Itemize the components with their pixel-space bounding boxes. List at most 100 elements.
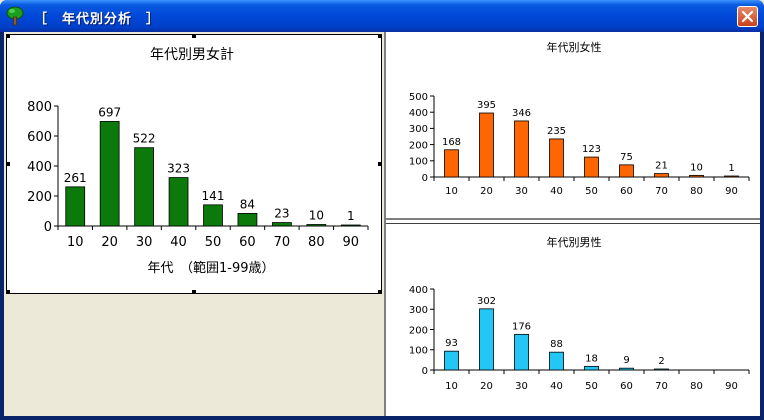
data-label: 235 — [547, 126, 566, 137]
bar — [306, 224, 327, 227]
data-label: 2 — [658, 356, 664, 367]
bar — [654, 173, 669, 178]
data-label: 84 — [240, 197, 255, 211]
x-tick-label: 60 — [620, 186, 633, 197]
x-tick-label: 40 — [550, 381, 563, 392]
data-label: 261 — [64, 171, 87, 185]
data-label: 168 — [442, 137, 461, 148]
bar — [619, 367, 634, 371]
y-tick-label: 0 — [44, 220, 52, 235]
bar — [168, 177, 189, 227]
x-tick-label: 20 — [480, 381, 493, 392]
close-icon — [741, 10, 754, 23]
close-button[interactable] — [737, 6, 758, 27]
x-tick-label: 50 — [585, 381, 598, 392]
bar — [514, 120, 529, 178]
y-tick-label: 800 — [27, 100, 52, 115]
y-tick-label: 200 — [27, 190, 52, 205]
x-tick-label: 90 — [725, 186, 738, 197]
y-tick-label: 0 — [422, 366, 428, 377]
bar — [444, 149, 459, 178]
y-tick-label: 500 — [409, 92, 428, 103]
chart-total-plot: 0 200 400 600 800 10 261 20 697 30 522 40 323 50 141 60… — [27, 100, 369, 250]
y-tick-label: 400 — [409, 108, 428, 119]
data-label: 176 — [512, 321, 531, 332]
window-title: ［ 年代別分析 ］ — [34, 12, 161, 27]
data-label: 1 — [347, 209, 355, 223]
data-label: 10 — [309, 209, 324, 223]
bar — [619, 164, 634, 178]
data-label: 1 — [728, 163, 734, 174]
x-tick-label: 30 — [515, 381, 528, 392]
title-bar[interactable]: ［ 年代別分析 ］ — [0, 0, 764, 32]
y-tick-label: 200 — [409, 140, 428, 151]
x-tick-label: 30 — [515, 186, 528, 197]
x-tick-label: 50 — [585, 186, 598, 197]
x-tick-label: 80 — [308, 235, 325, 250]
bar — [340, 224, 361, 227]
x-tick-label: 20 — [101, 235, 118, 250]
x-tick-label: 60 — [239, 235, 256, 250]
bar — [584, 156, 599, 178]
bar — [479, 308, 494, 371]
x-tick-label: 10 — [445, 186, 458, 197]
bar — [444, 350, 459, 371]
data-label: 141 — [202, 189, 225, 203]
y-tick-label: 600 — [27, 130, 52, 145]
data-label: 395 — [477, 100, 496, 111]
data-label: 302 — [477, 296, 496, 307]
bar — [549, 138, 564, 178]
y-tick-label: 300 — [409, 124, 428, 135]
data-label: 21 — [655, 161, 668, 172]
x-tick-label: 40 — [550, 186, 563, 197]
bar — [134, 147, 154, 227]
data-label: 93 — [445, 338, 458, 349]
chart-male-panel[interactable]: 年代別男性 0 100 200 300 400 10 93 20 302 30 176 40 88 50 1… — [386, 224, 760, 416]
chart-total-xlabel: 年代 （範囲1-99歳） — [147, 261, 274, 276]
x-tick-label: 60 — [620, 381, 633, 392]
bar — [549, 351, 564, 371]
client-area: 年代別男女計 0 200 400 600 800 10 261 20 697 30 522 40 323… — [4, 32, 760, 416]
x-tick-label: 70 — [274, 235, 291, 250]
bar — [689, 174, 704, 178]
x-tick-label: 90 — [343, 235, 360, 250]
splitter[interactable] — [386, 218, 760, 224]
data-label: 522 — [133, 132, 156, 146]
chart-male-title: 年代別男性 — [547, 235, 602, 249]
chart-female-plot: 0 100 200 300 400 500 10 168 20 395 30 346 40 235 50 1 2… — [409, 92, 750, 197]
chart-male-plot: 0 100 200 300 400 10 93 20 302 30 176 40 88 50 18 60 9 70… — [409, 285, 750, 392]
data-label: 23 — [274, 207, 289, 221]
x-tick-label: 90 — [725, 381, 738, 392]
data-label: 9 — [623, 355, 629, 366]
x-tick-label: 70 — [655, 186, 668, 197]
chart-total-panel[interactable]: 年代別男女計 0 200 400 600 800 10 261 20 697 30 522 40 323… — [6, 34, 382, 294]
x-tick-label: 40 — [170, 235, 187, 250]
x-tick-label: 80 — [690, 186, 703, 197]
bar — [654, 368, 669, 371]
chart-female-title: 年代別女性 — [547, 40, 602, 54]
x-tick-label: 80 — [690, 381, 703, 392]
bar — [514, 333, 529, 371]
bar — [584, 365, 599, 371]
x-tick-label: 50 — [205, 235, 222, 250]
y-tick-label: 400 — [409, 285, 428, 296]
x-tick-label: 10 — [67, 235, 84, 250]
x-tick-label: 70 — [655, 381, 668, 392]
chart-female-panel[interactable]: 年代別女性 0 100 200 300 400 500 10 168 20 395 30 346 40 2… — [386, 32, 760, 218]
bar — [724, 175, 739, 178]
data-label: 346 — [512, 108, 531, 119]
selection-handles[interactable] — [6, 34, 382, 294]
bar — [237, 212, 258, 227]
bar — [203, 204, 223, 227]
y-tick-label: 0 — [422, 173, 428, 184]
y-tick-label: 100 — [409, 157, 428, 168]
y-tick-label: 200 — [409, 325, 428, 336]
y-tick-label: 400 — [27, 160, 52, 175]
bar — [479, 112, 494, 178]
x-tick-label: 20 — [480, 186, 493, 197]
data-label: 697 — [98, 105, 121, 119]
data-label: 323 — [167, 162, 190, 176]
x-tick-label: 10 — [445, 381, 458, 392]
bar — [99, 121, 120, 227]
bar — [65, 186, 86, 227]
